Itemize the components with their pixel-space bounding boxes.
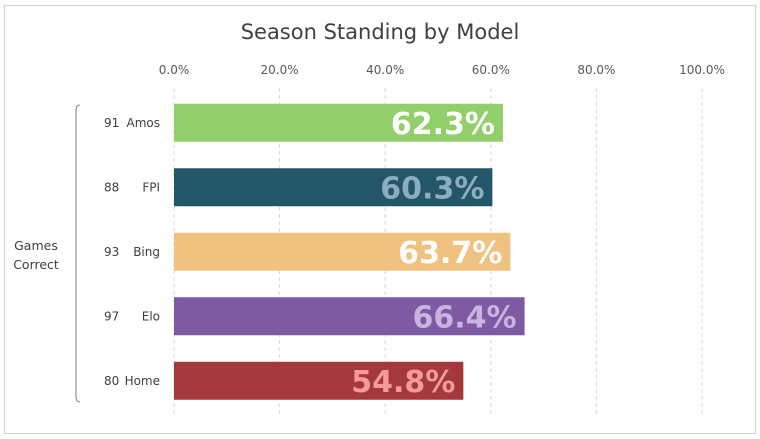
category-label: Amos xyxy=(127,116,161,130)
x-tick-label: 0.0% xyxy=(159,63,190,77)
category-label: Home xyxy=(125,374,160,388)
bar xyxy=(174,103,503,142)
games-correct-value: 80 xyxy=(104,374,119,388)
games-correct-value: 88 xyxy=(104,180,119,194)
games-correct-value: 91 xyxy=(104,116,119,130)
category-label: FPI xyxy=(142,180,160,194)
bar xyxy=(174,168,493,207)
x-tick-label: 100.0% xyxy=(679,63,725,77)
group-label: Games xyxy=(14,238,58,253)
games-correct-value: 93 xyxy=(104,245,119,259)
data-label: 66.4% xyxy=(413,300,517,335)
group-label: Correct xyxy=(13,257,59,272)
x-tick-label: 40.0% xyxy=(366,63,404,77)
bar xyxy=(174,361,464,400)
x-tick-label: 20.0% xyxy=(261,63,299,77)
group-bracket xyxy=(75,104,81,403)
games-correct-value: 97 xyxy=(104,309,119,323)
x-tick-label: 60.0% xyxy=(472,63,510,77)
data-label: 54.8% xyxy=(351,365,455,400)
category-label: Elo xyxy=(142,309,160,323)
bar xyxy=(174,232,511,271)
x-tick-label: 80.0% xyxy=(577,63,615,77)
data-label: 62.3% xyxy=(391,107,495,142)
bar xyxy=(174,297,525,336)
chart-title: Season Standing by Model xyxy=(240,20,520,44)
data-label: 63.7% xyxy=(398,236,502,271)
data-label: 60.3% xyxy=(380,171,484,206)
category-label: Bing xyxy=(133,245,160,259)
